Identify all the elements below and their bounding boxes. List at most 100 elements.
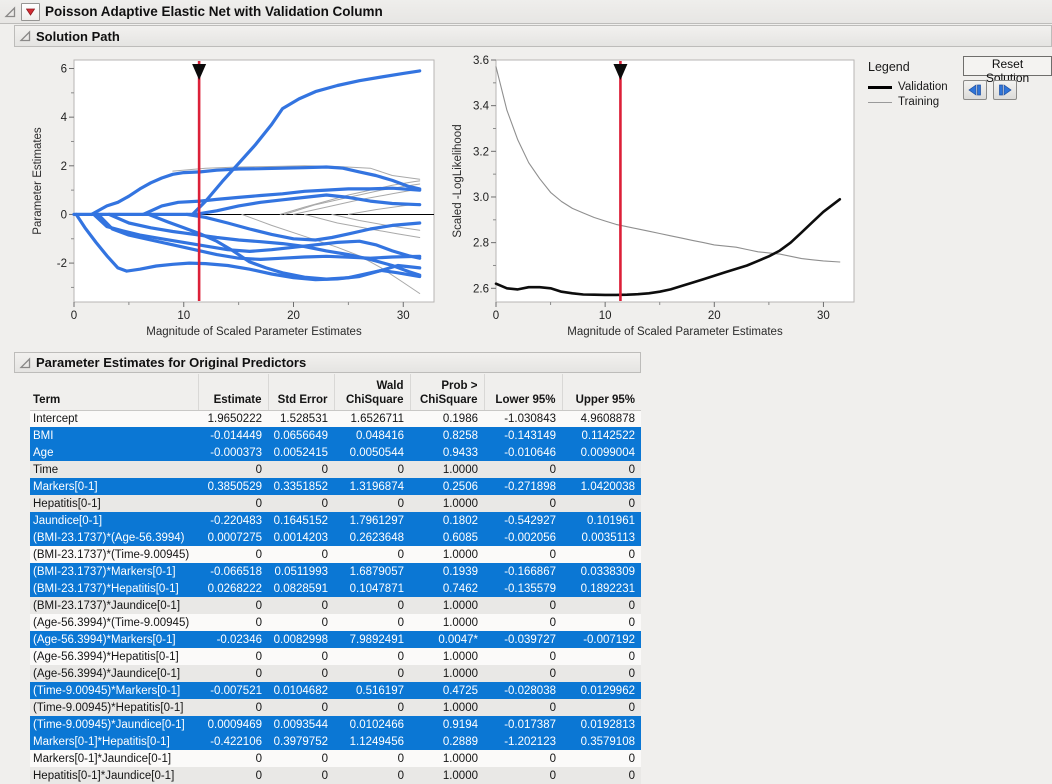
cell-wald: 0 [334,461,410,478]
table-row[interactable]: (Age-56.3994)*Markers[0-1] -0.02346 0.0082… [30,631,641,648]
column-header-wald: Wald ChiSquare [334,374,411,411]
column-header-upper: Upper 95% [562,374,641,411]
x-axis-label: Magnitude of Scaled Parameter Estimates [567,326,783,338]
cell-lower: 0 [484,614,562,631]
cell-estimate: 0 [198,767,268,784]
solution-marker-handle[interactable] [613,64,628,80]
cell-stderr: 0 [268,461,334,478]
step-forward-button[interactable] [993,80,1017,100]
table-row[interactable]: (BMI-23.1737)*(Age-56.3994) 0.0007275 0.00… [30,529,641,546]
cell-stderr: 0.0052415 [268,444,334,461]
disclosure-triangle-icon[interactable] [19,356,31,369]
cell-wald: 0 [334,699,410,716]
cell-lower: 0 [484,767,562,784]
red-triangle-menu-button[interactable] [21,2,40,21]
cell-estimate: -0.066518 [198,563,268,580]
x-tick-label: 0 [493,310,499,322]
reset-solution-button[interactable]: Reset Solution [963,56,1052,85]
table-row[interactable]: Hepatitis[0-1]*Jaundice[0-1] 0 0 0 1.0000 0 0 [30,767,641,784]
cell-prob: 1.0000 [410,750,484,767]
cell-prob: 1.0000 [410,767,484,784]
cell-lower: -0.039727 [484,631,562,648]
cell-term: Markers[0-1]*Jaundice[0-1] [30,750,198,767]
table-row[interactable]: (BMI-23.1737)*(Time-9.00945) 0 0 0 1.0000 0 0 [30,546,641,563]
table-row[interactable]: Jaundice[0-1] -0.220483 0.1645152 1.7961297… [30,512,641,529]
y-tick-label: -2 [57,258,67,270]
disclosure-triangle-icon[interactable] [4,5,16,18]
table-row[interactable]: (BMI-23.1737)*Markers[0-1] -0.066518 0.051… [30,563,641,580]
series-path-10 [185,212,422,242]
legend-item-label: Training [898,96,940,108]
table-row[interactable]: Markers[0-1]*Jaundice[0-1] 0 0 0 1.0000 0 0 [30,750,641,767]
cell-estimate: 0 [198,546,268,563]
series-inactive-2 [241,213,421,294]
table-row[interactable]: BMI -0.014449 0.0656649 0.048416 0.8258 -0.14… [30,427,641,444]
cell-wald: 0.2623648 [334,529,410,546]
cell-estimate: -0.007521 [198,682,268,699]
series-inactive-7 [331,213,421,231]
cell-stderr: 0.0104682 [268,682,334,699]
table-row[interactable]: (Time-9.00945)*Hepatitis[0-1] 0 0 0 1.0000 0 0 [30,699,641,716]
cell-wald: 1.6879057 [334,563,410,580]
table-row[interactable]: Time 0 0 0 1.0000 0 0 [30,461,641,478]
cell-upper: 0.1142522 [562,427,641,444]
cell-upper: 0 [562,750,641,767]
table-row[interactable]: Intercept 1.9650222 1.528531 1.6526711 0.198… [30,410,641,427]
column-header-lower: Lower 95% [484,374,563,411]
cell-lower: 0 [484,665,562,682]
solution-marker-handle[interactable] [192,64,207,80]
cell-stderr: 0.3979752 [268,733,334,750]
cell-upper: 0 [562,665,641,682]
cell-lower: 0 [484,699,562,716]
cell-upper: 0.0192813 [562,716,641,733]
cell-estimate: 0 [198,750,268,767]
table-row[interactable]: Markers[0-1] 0.3850529 0.3351852 1.3196874 0… [30,478,641,495]
cell-lower: 0 [484,546,562,563]
cell-term: Age [30,444,198,461]
cell-prob: 0.7462 [410,580,484,597]
series-Training [495,66,841,263]
y-tick-label: 4 [61,112,68,124]
cell-term: (BMI-23.1737)*Jaundice[0-1] [30,597,198,614]
cell-lower: 0 [484,597,562,614]
table-row[interactable]: Markers[0-1]*Hepatitis[0-1] -0.422106 0.39… [30,733,641,750]
table-row[interactable]: (Age-56.3994)*Hepatitis[0-1] 0 0 0 1.0000 0 0 [30,648,641,665]
series-path-9 [146,212,422,281]
legend: Legend Validation Training [868,60,948,108]
cell-term: BMI [30,427,198,444]
cell-wald: 0.0050544 [334,444,410,461]
legend-item: Training [868,96,948,108]
cell-wald: 1.1249456 [334,733,410,750]
cell-upper: 0.3579108 [562,733,641,750]
cell-prob: 0.9433 [410,444,484,461]
cell-wald: 0 [334,614,410,631]
series-Validation [494,198,842,297]
cell-estimate: 0 [198,597,268,614]
table-row[interactable]: (Time-9.00945)*Markers[0-1] -0.007521 0.01… [30,682,641,699]
table-row[interactable]: (BMI-23.1737)*Hepatitis[0-1] 0.0268222 0.0… [30,580,641,597]
table-row[interactable]: (BMI-23.1737)*Jaundice[0-1] 0 0 0 1.0000 0 0 [30,597,641,614]
step-back-button[interactable] [963,80,987,100]
table-row[interactable]: (Age-56.3994)*(Time-9.00945) 0 0 0 1.0000 0 0 [30,614,641,631]
table-row[interactable]: (Age-56.3994)*Jaundice[0-1] 0 0 0 1.0000 0 0 [30,665,641,682]
disclosure-triangle-icon[interactable] [19,30,31,42]
cell-estimate: -0.220483 [198,512,268,529]
series-path-2 [89,165,422,216]
table-row[interactable]: Hepatitis[0-1] 0 0 0 1.0000 0 0 [30,495,641,512]
cell-term: (BMI-23.1737)*Markers[0-1] [30,563,198,580]
series-path-3 [141,186,422,216]
parameter-estimates-table-wrap: Term Estimate Std Error Wald ChiSquare Prob >… [30,374,641,784]
cell-upper: 4.9608878 [562,410,641,427]
cell-lower: -1.030843 [484,410,562,427]
cell-lower: 0 [484,495,562,512]
cell-prob: 0.2889 [410,733,484,750]
cell-prob: 0.1802 [410,512,484,529]
x-tick-label: 30 [397,310,410,322]
cell-lower: -0.002056 [484,529,562,546]
cell-stderr: 0 [268,614,334,631]
table-row[interactable]: (Time-9.00945)*Jaundice[0-1] 0.0009469 0.0… [30,716,641,733]
table-row[interactable]: Age -0.000373 0.0052415 0.0050544 0.9433 -0.0… [30,444,641,461]
cell-wald: 0.1047871 [334,580,410,597]
legend-title: Legend [868,60,910,74]
cell-term: (Age-56.3994)*Hepatitis[0-1] [30,648,198,665]
